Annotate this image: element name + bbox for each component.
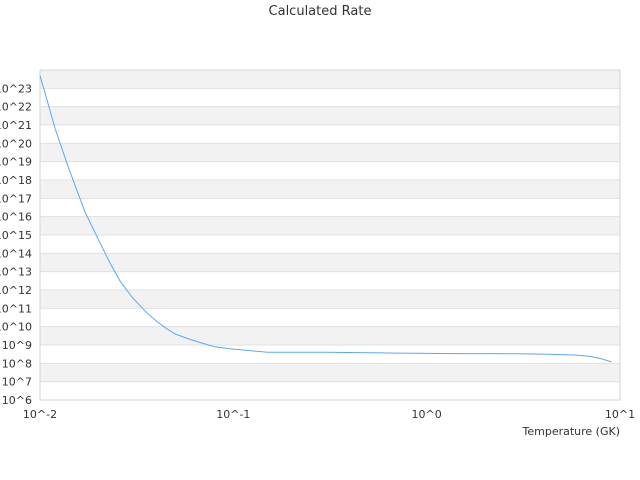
y-tick-label: 10^19 (0, 156, 32, 169)
y-tick-label: 10^12 (0, 284, 32, 297)
series-line (39, 75, 612, 363)
y-tick-label: 10^18 (0, 174, 32, 187)
grid-band (40, 290, 620, 309)
grid-band (40, 161, 620, 180)
grid-band (40, 235, 620, 254)
y-tick-label: 10^22 (0, 101, 32, 114)
grid-band (40, 326, 620, 345)
grid-band (40, 345, 620, 364)
grid-band (40, 308, 620, 327)
y-tick-label: 10^14 (0, 247, 32, 260)
grid-band (40, 271, 620, 290)
grid-band (40, 381, 620, 400)
grid-band (40, 253, 620, 272)
y-tick-label: 10^7 (2, 376, 32, 389)
grid-band (40, 70, 620, 89)
y-tick-label: 10^11 (0, 302, 32, 315)
grid-band (40, 180, 620, 199)
y-tick-label: 10^13 (0, 266, 32, 279)
y-tick-label: 10^20 (0, 137, 32, 150)
y-tick-label: 10^23 (0, 82, 32, 95)
x-tick-label: 10^-2 (23, 408, 57, 421)
chart-title: Calculated Rate (268, 4, 372, 19)
y-tick-label: 10^9 (2, 339, 32, 352)
x-tick-label: 10^0 (412, 408, 442, 421)
grid-band (40, 216, 620, 235)
grid-band (40, 198, 620, 217)
grid-band (40, 106, 620, 125)
grid-band (40, 143, 620, 162)
plot-border (39, 69, 621, 401)
y-tick-label: 10^15 (0, 229, 32, 242)
grid-band (40, 125, 620, 144)
x-axis-title: Temperature (GK) (522, 425, 621, 438)
y-tick-label: 10^8 (2, 357, 32, 370)
y-tick-label: 10^16 (0, 211, 32, 224)
x-tick-label: 10^1 (605, 408, 635, 421)
grid-band (40, 88, 620, 107)
y-tick-label: 10^10 (0, 321, 32, 334)
x-tick-label: 10^-1 (216, 408, 250, 421)
y-tick-label: 10^21 (0, 119, 32, 132)
y-tick-label: 10^17 (0, 192, 32, 205)
grid-band (40, 363, 620, 382)
y-tick-label: 10^6 (2, 394, 32, 407)
